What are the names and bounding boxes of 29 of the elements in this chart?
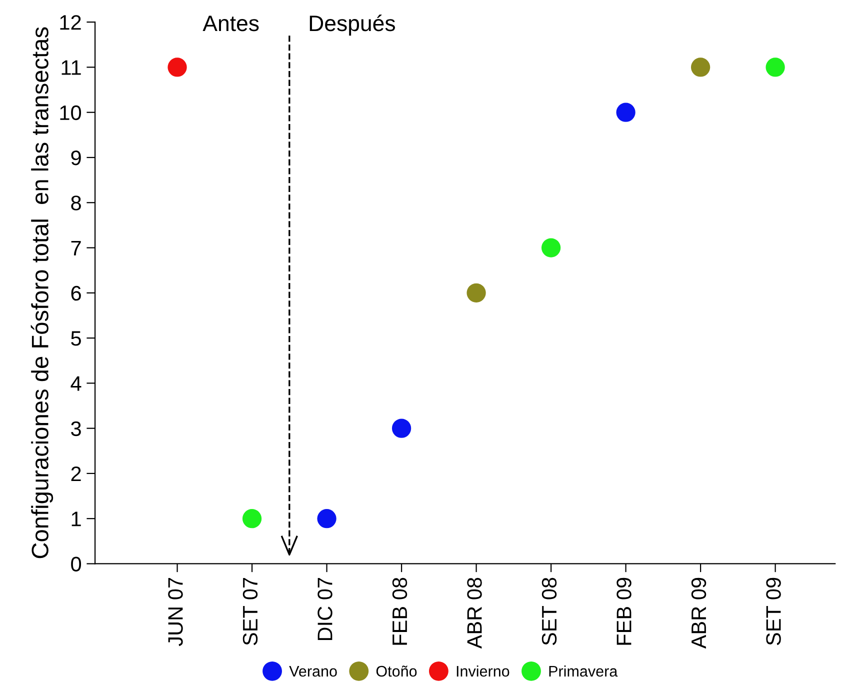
- x-tick-label: ABR 09: [691, 578, 706, 649]
- x-tick-label: FEB 09: [616, 578, 632, 645]
- y-tick-label: 9: [71, 150, 81, 166]
- y-tick-label: 2: [71, 466, 81, 482]
- x-tick-label: FEB 08: [392, 578, 408, 645]
- y-tick-label: 8: [71, 196, 81, 210]
- y-tick-label: 5: [71, 331, 81, 346]
- y-tick-label: 12: [60, 15, 81, 30]
- y-axis-title: Configuraciones de Fósforo total en las transectas: [30, 27, 54, 558]
- x-tick-label: SET 09: [766, 578, 781, 646]
- y-tick-label: 7: [71, 240, 81, 256]
- y-tick-label: 11: [62, 60, 81, 75]
- x-tick-label: JUN 07: [168, 578, 183, 646]
- y-tick-label: 1: [72, 512, 81, 526]
- x-tick-label: SET 08: [542, 578, 557, 646]
- y-tick-label: 4: [70, 376, 82, 391]
- y-tick-label: 3: [71, 421, 81, 436]
- x-tick-label: ABR 08: [467, 578, 482, 649]
- legend-label: Verano: [289, 666, 337, 677]
- legend-label: Primavera: [549, 665, 618, 677]
- annotation: Antes: [202, 16, 259, 32]
- legend-label: Otoño: [376, 666, 417, 677]
- x-tick-label: DIC 07: [318, 578, 332, 640]
- legend-label: Invierno: [456, 665, 510, 677]
- x-tick-label: SET 07: [242, 578, 258, 646]
- y-tick-label: 6: [71, 286, 81, 301]
- y-tick-label: 10: [60, 105, 82, 120]
- y-tick-label: 0: [71, 556, 82, 572]
- annotation: Después: [310, 14, 395, 36]
